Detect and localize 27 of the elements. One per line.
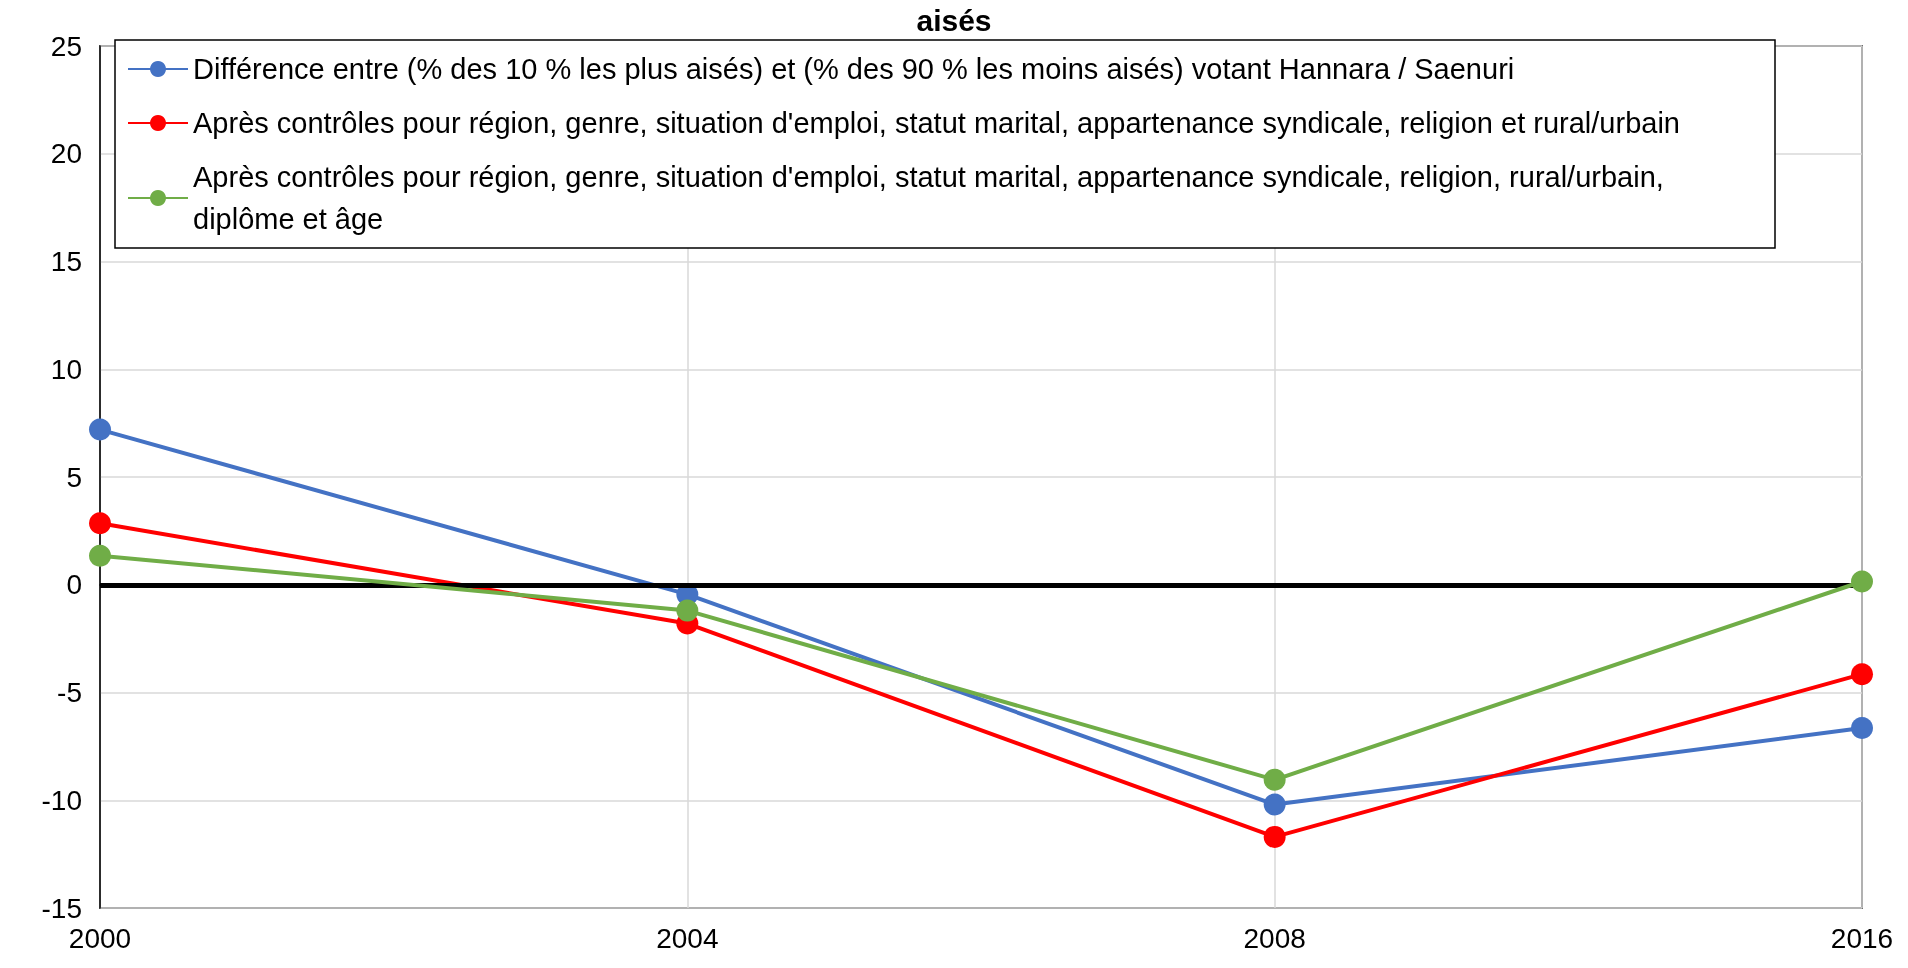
y-tick-label: 20 (50, 138, 82, 170)
y-tick-label: 15 (50, 246, 82, 277)
point (676, 599, 699, 622)
point (89, 544, 111, 567)
legend-label: Après contrôles pour région, genre, situation d'emploi, statut marital, appartenance syndicale, religion, rural/urbain, diplôme et âge (193, 161, 1672, 235)
x-tick-label: 2000 (68, 922, 132, 954)
y-tick-label: 10 (50, 353, 82, 385)
y-tick-label: 25 (50, 30, 82, 62)
y-tick-label: 5 (66, 461, 82, 493)
legend-label: Différence entre (% des 10 % les plus aisés) et (% des 90 % les moins aisés) votant Hannara / Saenuri (193, 53, 1515, 85)
point (1263, 825, 1286, 848)
x-tick-label: 2004 (656, 922, 719, 954)
y-tick-label: -15 (41, 892, 82, 924)
x-tick-label: 2016 (1830, 922, 1894, 954)
legend-label: Après contrôles pour région, genre, situation d'emploi, statut marital, appartenance syndicale, religion et rural/urbain (193, 107, 1680, 139)
y-tick-label: -10 (41, 784, 82, 816)
point (89, 512, 111, 535)
point (1851, 663, 1873, 686)
y-tick-label: -5 (57, 677, 82, 708)
point (1851, 717, 1873, 740)
chart-title: aisés (916, 3, 992, 37)
x-tick-label: 2008 (1243, 922, 1306, 954)
point (1851, 570, 1873, 593)
point (1263, 768, 1286, 791)
y-tick-label: 0 (66, 569, 82, 601)
point (89, 418, 111, 441)
point (1263, 793, 1286, 816)
